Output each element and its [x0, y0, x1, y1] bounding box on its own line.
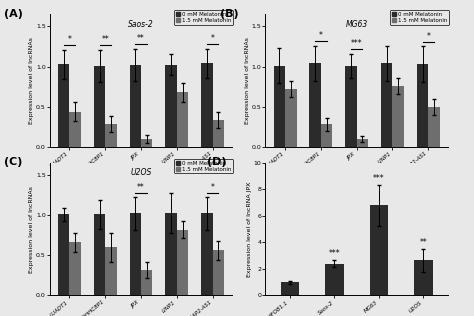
Bar	[392, 86, 404, 147]
Y-axis label: Expression level of lncRNAs: Expression level of lncRNAs	[29, 186, 35, 272]
Bar	[94, 214, 105, 295]
Bar	[105, 125, 117, 147]
Bar	[177, 92, 188, 147]
Text: (B): (B)	[220, 9, 238, 19]
Text: MG63: MG63	[346, 20, 368, 28]
Text: *: *	[67, 35, 72, 44]
Bar	[58, 214, 70, 295]
Y-axis label: Expression level of lncRNA JPX: Expression level of lncRNA JPX	[247, 181, 252, 277]
Bar	[105, 247, 117, 295]
Text: Saos-2: Saos-2	[128, 20, 154, 28]
Bar	[70, 242, 81, 295]
Text: (C): (C)	[4, 157, 23, 167]
Text: *: *	[426, 32, 430, 41]
Text: ***: ***	[373, 174, 385, 183]
Bar	[310, 63, 321, 147]
Text: *: *	[210, 34, 215, 43]
Bar	[325, 264, 344, 295]
Bar	[141, 139, 153, 147]
Bar	[417, 64, 428, 147]
Bar	[281, 282, 299, 295]
Legend: 0 mM Melatonin, 1.5 mM Melatonin: 0 mM Melatonin, 1.5 mM Melatonin	[174, 10, 233, 25]
Bar	[345, 66, 356, 147]
Bar	[414, 260, 433, 295]
Text: (A): (A)	[4, 9, 23, 19]
Bar	[58, 64, 70, 147]
Text: *: *	[210, 183, 215, 192]
Y-axis label: Expression level of lncRNAs: Expression level of lncRNAs	[245, 37, 250, 124]
Bar	[273, 66, 285, 147]
Bar	[381, 63, 392, 147]
Text: ***: ***	[328, 249, 340, 258]
Text: **: **	[419, 238, 428, 247]
Bar	[212, 250, 224, 295]
Text: ***: ***	[351, 39, 363, 48]
Bar	[70, 112, 81, 147]
Text: **: **	[137, 183, 145, 192]
Bar	[201, 213, 212, 295]
Text: (D): (D)	[207, 157, 227, 167]
Bar	[165, 213, 177, 295]
Bar	[129, 213, 141, 295]
Legend: 0 mM Melatonin, 1.5 mM Melatonin: 0 mM Melatonin, 1.5 mM Melatonin	[390, 10, 449, 25]
Bar	[201, 63, 212, 147]
Bar	[94, 66, 105, 147]
Bar	[212, 120, 224, 147]
Text: **: **	[101, 35, 109, 44]
Bar	[285, 89, 297, 147]
Legend: 0 mM Melatonin, 1.5 mM Melatonin: 0 mM Melatonin, 1.5 mM Melatonin	[174, 159, 233, 173]
Text: **: **	[137, 34, 145, 43]
Text: *: *	[319, 31, 323, 40]
Bar	[141, 270, 153, 295]
Bar	[428, 107, 440, 147]
Bar	[321, 125, 332, 147]
Text: U2OS: U2OS	[130, 168, 152, 177]
Bar	[177, 229, 188, 295]
Bar	[129, 65, 141, 147]
Bar	[370, 205, 388, 295]
Bar	[165, 65, 177, 147]
Bar	[356, 139, 368, 147]
Y-axis label: Expression level of lncRNAs: Expression level of lncRNAs	[29, 37, 35, 124]
